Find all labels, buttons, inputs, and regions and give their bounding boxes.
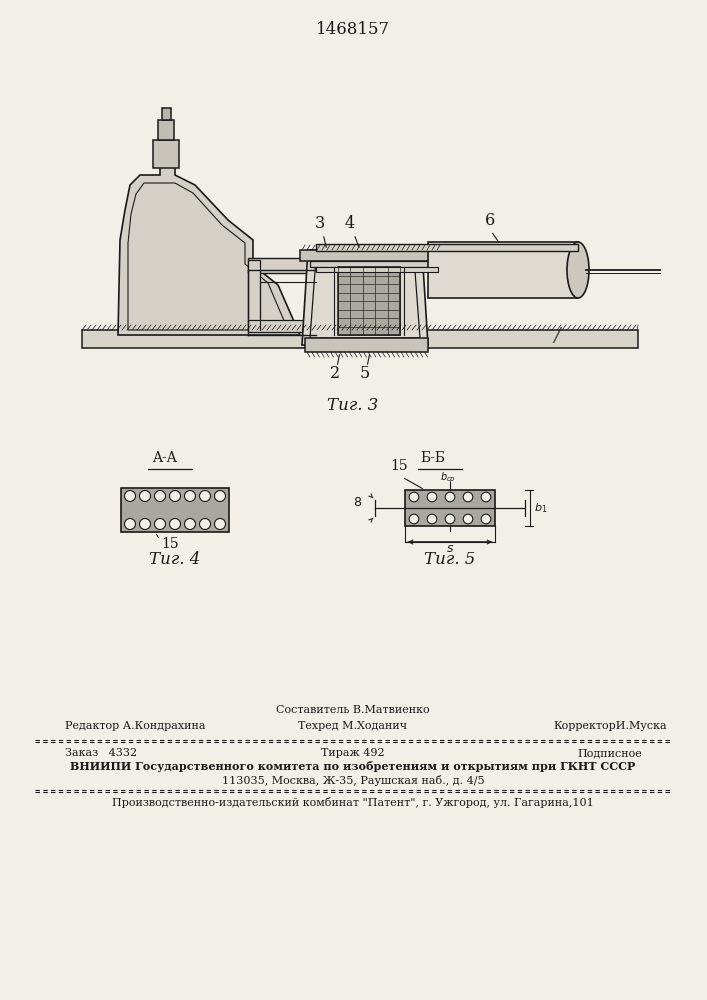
Text: A-A: A-A bbox=[152, 451, 177, 465]
Text: 15: 15 bbox=[390, 459, 408, 473]
Circle shape bbox=[481, 514, 491, 524]
Text: 3: 3 bbox=[315, 215, 325, 232]
Text: 5: 5 bbox=[360, 365, 370, 382]
Text: 1468157: 1468157 bbox=[316, 21, 390, 38]
Text: $b_{cp}$: $b_{cp}$ bbox=[440, 470, 456, 485]
Text: Составитель В.Матвиенко: Составитель В.Матвиенко bbox=[276, 705, 430, 715]
Text: Подписное: Подписное bbox=[578, 748, 643, 758]
Circle shape bbox=[139, 490, 151, 502]
FancyBboxPatch shape bbox=[153, 140, 179, 168]
Circle shape bbox=[445, 492, 455, 502]
Circle shape bbox=[445, 514, 455, 524]
Circle shape bbox=[170, 490, 180, 502]
FancyBboxPatch shape bbox=[338, 267, 400, 335]
FancyBboxPatch shape bbox=[316, 267, 438, 272]
Text: Редактор А.Кондрахина: Редактор А.Кондрахина bbox=[65, 721, 206, 731]
FancyBboxPatch shape bbox=[405, 490, 495, 526]
FancyBboxPatch shape bbox=[310, 261, 432, 267]
Circle shape bbox=[185, 490, 196, 502]
Circle shape bbox=[199, 490, 211, 502]
Circle shape bbox=[185, 518, 196, 530]
Text: Τиг. 4: Τиг. 4 bbox=[149, 552, 201, 568]
Text: Техред М.Ходанич: Техред М.Ходанич bbox=[298, 721, 407, 731]
FancyBboxPatch shape bbox=[248, 258, 316, 273]
Text: 8: 8 bbox=[353, 496, 361, 509]
Text: 113035, Москва, Ж-35, Раушская наб., д. 4/5: 113035, Москва, Ж-35, Раушская наб., д. … bbox=[222, 774, 484, 786]
Text: s: s bbox=[447, 542, 453, 555]
Text: 2: 2 bbox=[330, 365, 340, 382]
Circle shape bbox=[124, 518, 136, 530]
FancyBboxPatch shape bbox=[316, 244, 578, 251]
Text: Б-Б: Б-Б bbox=[420, 451, 445, 465]
FancyBboxPatch shape bbox=[428, 242, 578, 298]
Circle shape bbox=[463, 492, 473, 502]
Text: КорректорИ.Муска: КорректорИ.Муска bbox=[553, 721, 667, 731]
Text: 6: 6 bbox=[485, 212, 495, 229]
FancyBboxPatch shape bbox=[82, 330, 638, 348]
Polygon shape bbox=[302, 250, 428, 345]
Text: ВНИИПИ Государственного комитета по изобретениям и открытиям при ГКНТ СССР: ВНИИПИ Государственного комитета по изоб… bbox=[71, 762, 636, 772]
Circle shape bbox=[409, 514, 419, 524]
Polygon shape bbox=[118, 165, 300, 335]
Circle shape bbox=[427, 514, 437, 524]
FancyBboxPatch shape bbox=[248, 320, 316, 332]
Text: Τиг. 3: Τиг. 3 bbox=[327, 396, 379, 414]
Circle shape bbox=[214, 490, 226, 502]
Ellipse shape bbox=[567, 242, 589, 298]
Text: 4: 4 bbox=[345, 215, 355, 232]
Circle shape bbox=[409, 492, 419, 502]
Circle shape bbox=[463, 514, 473, 524]
FancyBboxPatch shape bbox=[305, 338, 428, 352]
Circle shape bbox=[139, 518, 151, 530]
Polygon shape bbox=[310, 258, 420, 338]
FancyBboxPatch shape bbox=[300, 250, 440, 261]
Text: /: / bbox=[553, 326, 560, 345]
Circle shape bbox=[427, 492, 437, 502]
FancyBboxPatch shape bbox=[158, 120, 174, 140]
Text: Тираж 492: Тираж 492 bbox=[321, 748, 385, 758]
Text: 15: 15 bbox=[161, 537, 179, 551]
Text: Производственно-издательский комбинат "Патент", г. Ужгород, ул. Гагарина,101: Производственно-издательский комбинат "П… bbox=[112, 796, 594, 808]
Polygon shape bbox=[128, 183, 288, 330]
Circle shape bbox=[214, 518, 226, 530]
Circle shape bbox=[155, 518, 165, 530]
Circle shape bbox=[124, 490, 136, 502]
FancyBboxPatch shape bbox=[162, 108, 171, 120]
Circle shape bbox=[170, 518, 180, 530]
Text: Τиг. 5: Τиг. 5 bbox=[424, 552, 476, 568]
Circle shape bbox=[155, 490, 165, 502]
FancyBboxPatch shape bbox=[248, 260, 260, 325]
Text: $b_1$: $b_1$ bbox=[534, 501, 547, 515]
Text: Заказ   4332: Заказ 4332 bbox=[65, 748, 137, 758]
Circle shape bbox=[481, 492, 491, 502]
Circle shape bbox=[199, 518, 211, 530]
FancyBboxPatch shape bbox=[121, 488, 229, 532]
